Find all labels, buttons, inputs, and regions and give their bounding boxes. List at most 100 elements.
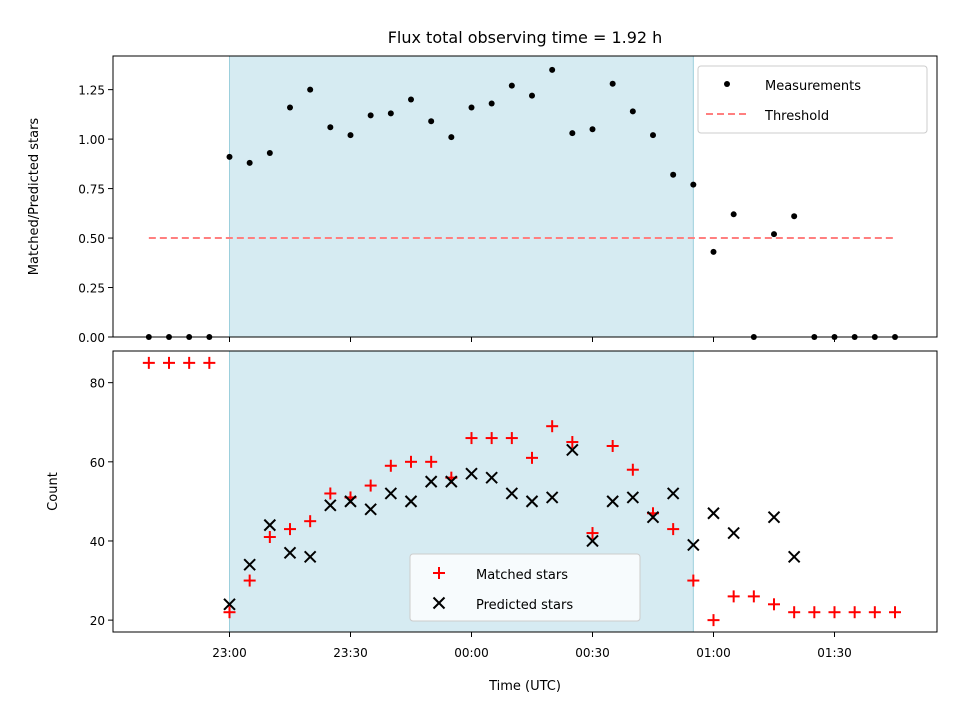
x-tick-label: 00:30 xyxy=(575,646,610,660)
predicted-star-point xyxy=(545,491,559,504)
measurement-point xyxy=(428,118,435,125)
matched-star-point xyxy=(223,606,236,619)
matched-star-point xyxy=(324,487,337,500)
measurement-point xyxy=(670,171,677,178)
measurement-point xyxy=(730,211,737,218)
matched-star-point xyxy=(485,432,498,445)
bottom-subplot: 20 40 60 80 23:00 23:30 00:00 00:30 01:00 01:30 Co… xyxy=(46,350,938,694)
predicted-star-point xyxy=(324,499,337,512)
y-tick-label: 0.25 xyxy=(78,282,105,296)
measurement-point xyxy=(710,248,717,255)
predicted-star-point xyxy=(485,471,498,484)
matched-star-point xyxy=(263,531,276,544)
measurement-point xyxy=(569,130,576,137)
y-tick-label: 0.75 xyxy=(78,183,105,197)
measurement-point xyxy=(347,132,354,139)
predicted-star-point xyxy=(445,475,458,488)
legend-predicted-marker-b xyxy=(432,596,446,610)
legend-box xyxy=(409,553,641,622)
measurement-point xyxy=(448,134,455,141)
matched-star-point xyxy=(727,590,740,603)
matched-star-point xyxy=(788,606,801,619)
matched-star-point xyxy=(667,523,680,536)
predicted-star-point xyxy=(767,511,781,524)
top-subplot: 0.00 0.25 0.50 0.75 1.00 1.25 Matched/Predicte… xyxy=(27,28,938,345)
measurement-point xyxy=(287,104,293,111)
matched-star-point xyxy=(626,463,639,476)
y-tick-label: 0.00 xyxy=(78,331,105,345)
measurement-point xyxy=(367,112,374,119)
matched-star-point xyxy=(284,523,296,536)
predicted-star-point xyxy=(303,550,317,564)
measurement-point xyxy=(771,231,777,238)
predicted-star-point xyxy=(787,550,801,564)
matched-star-point xyxy=(505,432,518,445)
measurement-point xyxy=(307,86,314,93)
predicted-star-point xyxy=(727,526,740,540)
matched-star-point xyxy=(606,439,619,452)
measurement-point xyxy=(387,110,394,117)
series-marks xyxy=(142,356,901,627)
predicted-star-point xyxy=(525,495,539,508)
y-tick-label: 1.00 xyxy=(78,133,105,147)
predicted-star-point xyxy=(687,538,700,552)
matched-star-point xyxy=(868,606,881,619)
measurement-point xyxy=(629,108,636,115)
matched-star-point xyxy=(747,590,760,603)
x-tick-label: 01:00 xyxy=(696,646,731,660)
predicted-star-point xyxy=(364,503,377,516)
matched-star-point xyxy=(768,598,780,611)
predicted-star-point xyxy=(606,495,619,508)
matched-star-point xyxy=(707,614,720,627)
matched-star-point xyxy=(687,574,700,587)
y-tick-label: 80 xyxy=(90,377,105,391)
legend-measurements-label: Measurements xyxy=(765,79,861,94)
matched-star-point xyxy=(304,515,317,528)
measurement-point xyxy=(529,92,535,99)
predicted-star-point xyxy=(344,495,357,508)
matched-star-point xyxy=(465,432,478,445)
matched-star-point xyxy=(546,420,559,433)
axes-frame xyxy=(112,55,938,338)
matched-star-point xyxy=(364,479,377,492)
legend-predicted-label: Predicted stars xyxy=(476,598,573,613)
measurement-point xyxy=(690,181,697,188)
measurement-point xyxy=(488,100,495,107)
matched-star-point xyxy=(243,574,256,587)
y-tick-label: 20 xyxy=(90,614,105,628)
x-axis-label: Time (UTC) xyxy=(488,679,561,694)
matched-star-point xyxy=(566,436,579,449)
matched-star-point xyxy=(183,356,196,369)
y-tick-label: 0.50 xyxy=(78,232,105,246)
predicted-star-point xyxy=(283,546,297,560)
matched-star-point xyxy=(828,606,841,619)
measurement-point xyxy=(246,159,253,166)
legend: Matched stars Predicted stars xyxy=(409,553,641,622)
measurement-point xyxy=(266,149,273,156)
y-tick-label: 1.25 xyxy=(78,84,105,98)
predicted-star-point xyxy=(263,518,277,532)
legend-threshold-label: Threshold xyxy=(764,109,829,124)
x-tick-label: 00:00 xyxy=(454,646,489,660)
predicted-star-point xyxy=(626,491,640,504)
matched-star-point xyxy=(405,455,417,468)
predicted-star-point xyxy=(566,443,579,457)
measurement-point xyxy=(650,132,656,139)
chart-title: Flux total observing time = 1.92 h xyxy=(388,28,663,47)
measurement-point xyxy=(791,213,798,220)
predicted-star-point xyxy=(384,487,398,500)
matched-star-point xyxy=(425,455,438,468)
measurement-point xyxy=(327,124,334,131)
predicted-star-point xyxy=(223,598,236,611)
matched-star-point xyxy=(526,451,538,464)
axes-frame xyxy=(112,350,938,633)
predicted-star-point xyxy=(586,534,599,548)
legend-measurements-marker xyxy=(724,81,730,87)
measurement-point xyxy=(468,104,475,111)
matched-star-point xyxy=(586,527,599,540)
predicted-star-point xyxy=(424,475,438,488)
legend-matched-label: Matched stars xyxy=(476,568,568,583)
matched-star-point xyxy=(142,356,155,369)
